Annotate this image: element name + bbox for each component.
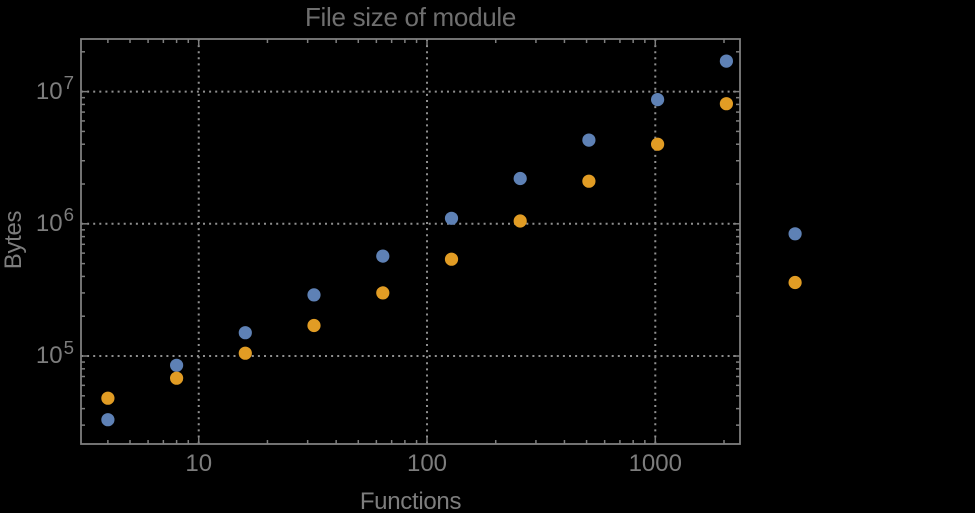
x-axis-label: Functions: [359, 488, 462, 513]
data-point-blue: [170, 358, 184, 372]
data-point-orange: [307, 318, 321, 333]
data-point-blue: [582, 133, 596, 147]
data-point-blue: [376, 249, 390, 263]
x-tick-label: 1000: [628, 450, 682, 477]
data-point-orange: [376, 286, 390, 300]
x-tick-label: 100: [406, 450, 448, 477]
y-tick-label: 10 5: [35, 336, 74, 369]
data-point-blue: [238, 326, 252, 340]
x-tick-label: 10: [185, 450, 213, 477]
data-point-blue: [788, 227, 802, 241]
data-point-orange: [651, 137, 665, 151]
data-point-blue: [307, 288, 321, 302]
plot-frame: [80, 38, 741, 445]
data-point-orange: [582, 174, 596, 188]
data-point-orange: [719, 97, 734, 111]
y-tick-label: 10 7: [35, 72, 74, 105]
data-point-orange: [170, 371, 184, 385]
data-point-blue: [101, 413, 115, 427]
y-tick-base: 10: [35, 342, 63, 369]
data-point-blue: [513, 171, 527, 186]
data-point-orange: [101, 391, 115, 405]
data-point-orange: [788, 275, 802, 290]
chart-title: File size of module: [304, 1, 517, 32]
y-tick-base: 10: [35, 77, 63, 105]
data-point-orange: [513, 214, 527, 228]
y-tick-base: 10: [35, 209, 63, 237]
data-point-orange: [444, 252, 459, 266]
data-point-blue: [444, 211, 459, 225]
data-point-orange: [238, 346, 252, 360]
data-point-blue: [651, 93, 665, 107]
data-point-blue: [719, 54, 734, 68]
y-tick-label: 10 6: [35, 204, 74, 237]
